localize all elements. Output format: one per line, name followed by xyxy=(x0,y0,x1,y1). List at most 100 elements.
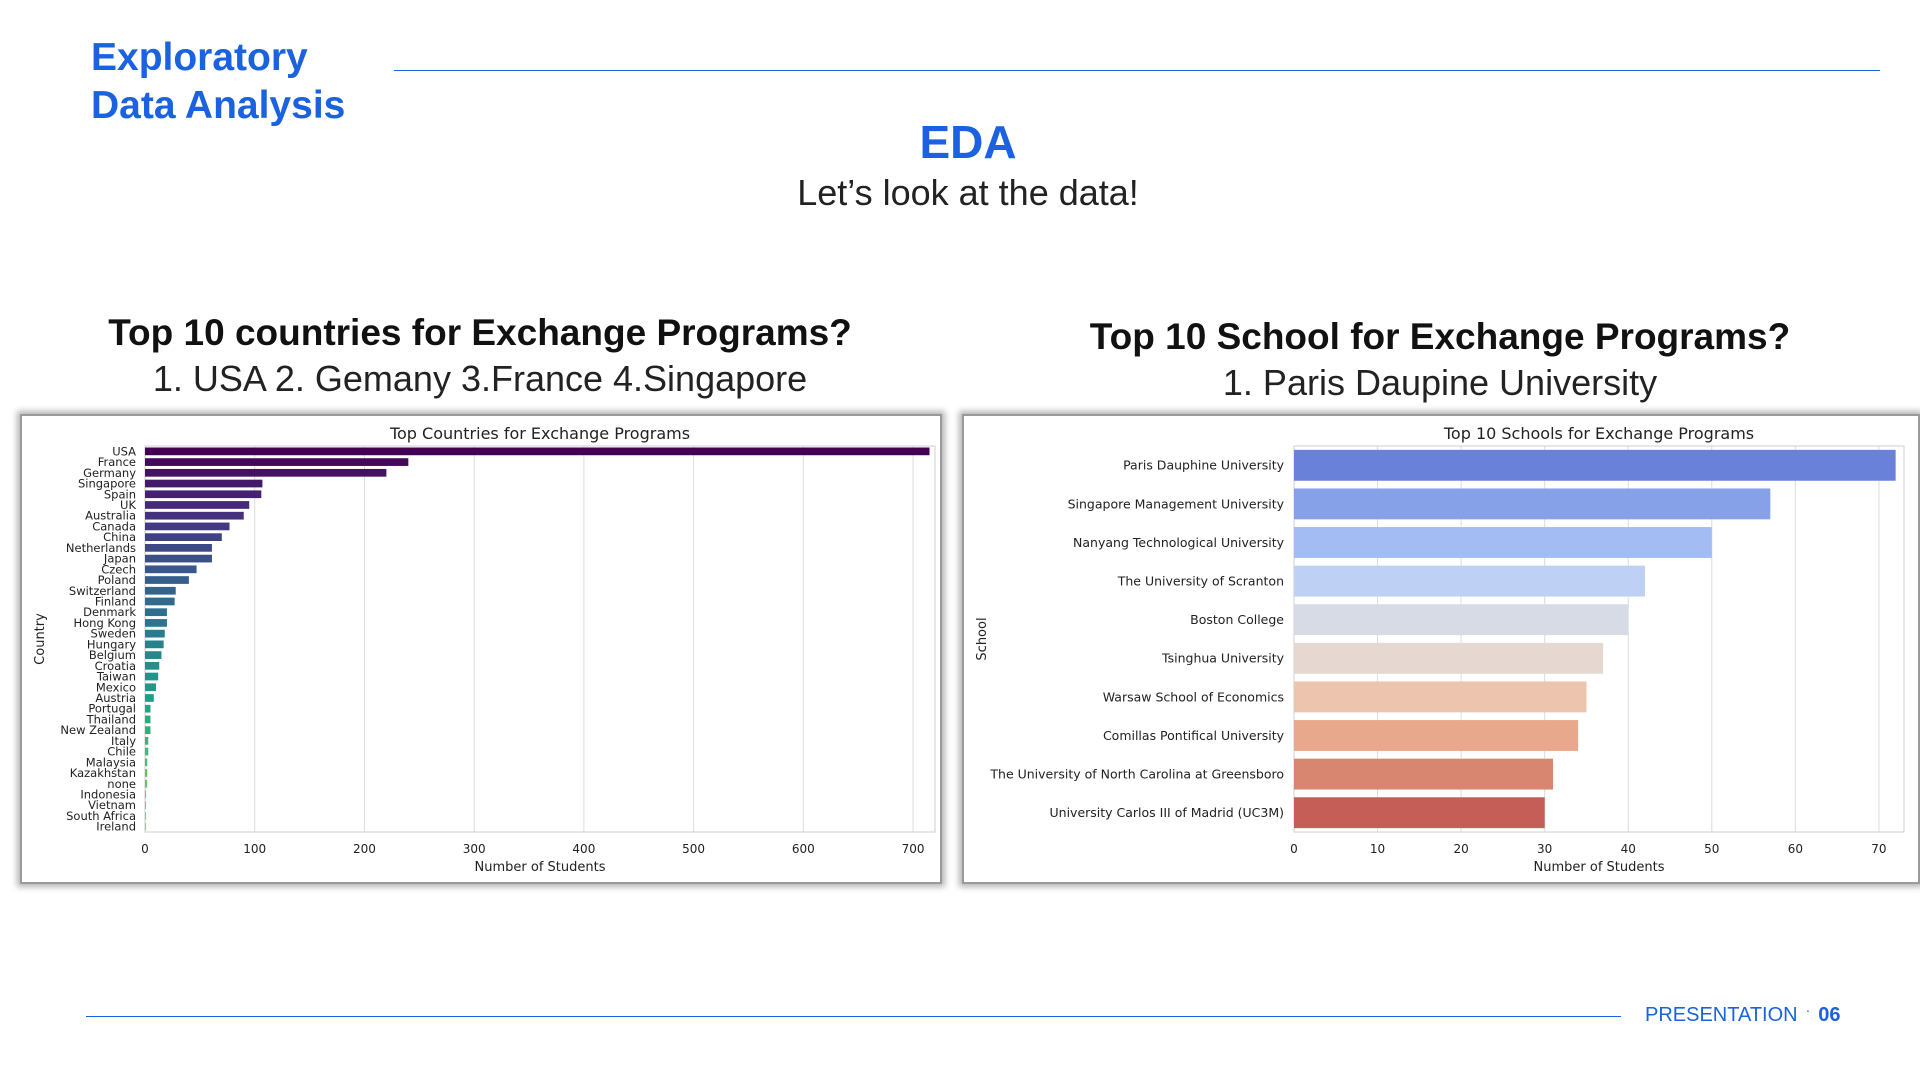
bar-australia xyxy=(145,511,244,520)
x-tick-label: 20 xyxy=(1453,842,1468,856)
section-header-line2: Data Analysis xyxy=(91,84,346,127)
category-label: Austria xyxy=(95,691,136,705)
category-label: Ireland xyxy=(96,820,136,834)
category-label: China xyxy=(103,530,136,544)
x-axis-label: Number of Students xyxy=(1534,860,1665,875)
category-label: USA xyxy=(112,444,136,458)
y-axis-label: School xyxy=(975,617,990,660)
category-label: Mexico xyxy=(96,680,136,694)
right-section-title: Top 10 School for Exchange Programs? xyxy=(1089,316,1791,357)
bar-singapore xyxy=(145,479,263,488)
bar-malaysia xyxy=(145,758,148,767)
category-label: Thailand xyxy=(86,712,136,726)
bar-thailand xyxy=(145,715,151,724)
bar-canada xyxy=(145,522,230,531)
chart-title: Top 10 Schools for Exchange Programs xyxy=(1443,424,1754,443)
schools-chart-panel: Paris Dauphine University Singapore Manag… xyxy=(962,414,1920,884)
x-tick-label: 400 xyxy=(572,842,595,856)
category-label: none xyxy=(107,777,136,791)
plot-frame xyxy=(144,445,936,833)
x-tick-label: 500 xyxy=(682,842,705,856)
bar-vietnam xyxy=(145,801,147,810)
bar-spain xyxy=(145,490,262,499)
bar-ireland xyxy=(145,822,147,831)
schools-bar-chart: Paris Dauphine University Singapore Manag… xyxy=(975,424,1905,875)
bar-netherlands xyxy=(145,544,212,552)
category-label: Japan xyxy=(103,552,136,566)
bar-mexico xyxy=(145,683,156,692)
bar-usa xyxy=(145,447,930,456)
bar-the-university-of-north-carolina-at-greensboro xyxy=(1294,758,1554,790)
bar-sweden xyxy=(145,629,165,638)
bar-tsinghua-university xyxy=(1294,642,1604,674)
bar-poland xyxy=(145,576,189,584)
left-section-answer: 1. USA 2. Gemany 3.France 4.Singapore xyxy=(152,358,808,399)
category-label: Tsinghua University xyxy=(1161,651,1285,666)
countries-chart-panel: USA France Germany Singapore Spain UK Australi… xyxy=(20,414,942,884)
category-label: Czech xyxy=(101,562,136,576)
bar-czech xyxy=(145,565,197,574)
footer: PRESENTATION · 06 xyxy=(1645,1002,1841,1029)
left-section-title: Top 10 countries for Exchange Programs? xyxy=(108,312,852,353)
bar-japan xyxy=(145,554,212,563)
category-label: Warsaw School of Economics xyxy=(1103,689,1284,704)
category-label: Switzerland xyxy=(69,584,136,598)
bar-singapore-management-university xyxy=(1294,488,1771,520)
countries-bar-chart: USAFranceGermanySingaporeSpainUKAustrali… xyxy=(33,424,936,875)
bottom-divider xyxy=(86,1016,1621,1017)
x-axis-label: Number of Students xyxy=(475,860,606,875)
category-label: Taiwan xyxy=(96,670,136,684)
category-label: Comillas Pontifical University xyxy=(1103,728,1285,743)
bar-austria xyxy=(145,694,154,702)
x-tick-label: 0 xyxy=(1290,842,1298,856)
x-tick-label: 60 xyxy=(1788,842,1803,856)
category-label: Hong Kong xyxy=(73,616,136,630)
category-label: Belgium xyxy=(89,648,136,662)
x-tick-label: 100 xyxy=(243,842,266,856)
plot-frame xyxy=(1293,445,1905,833)
x-tick-label: 600 xyxy=(792,842,815,856)
x-tick-label: 300 xyxy=(463,842,486,856)
category-label: Indonesia xyxy=(80,787,136,801)
bar-chile xyxy=(145,747,149,756)
bar-taiwan xyxy=(145,672,159,681)
bar-kazakhstan xyxy=(145,769,148,777)
category-label: Hungary xyxy=(87,637,136,651)
bar-denmark xyxy=(145,608,167,617)
page-title: EDA xyxy=(919,116,1017,168)
x-tick-label: 70 xyxy=(1871,842,1886,856)
x-tick-label: 0 xyxy=(141,842,149,856)
footer-separator: · xyxy=(1805,1002,1811,1018)
category-label: Chile xyxy=(107,745,136,759)
bar-uk xyxy=(145,501,250,509)
bar-the-university-of-scranton xyxy=(1294,565,1645,597)
bar-comillas-pontifical-university xyxy=(1294,720,1579,751)
category-label: The University of Scranton xyxy=(1117,573,1284,588)
category-label: Sweden xyxy=(91,627,136,641)
category-label: Canada xyxy=(92,519,136,533)
category-label: Australia xyxy=(85,509,136,523)
page-number: 06 xyxy=(1818,1004,1841,1026)
bar-none xyxy=(145,779,148,788)
bar-hungary xyxy=(145,640,164,649)
bar-south-africa xyxy=(145,812,147,820)
bar-university-carlos-iii-of-madrid-uc3m- xyxy=(1294,797,1545,829)
x-tick-label: 700 xyxy=(902,842,925,856)
category-label: Finland xyxy=(95,594,136,608)
bar-nanyang-technological-university xyxy=(1294,527,1712,558)
bar-belgium xyxy=(145,651,162,659)
bar-croatia xyxy=(145,661,160,670)
category-label: Singapore xyxy=(78,477,136,491)
bar-germany xyxy=(145,468,387,477)
category-label: Poland xyxy=(98,573,136,587)
y-axis-label: Country xyxy=(33,613,48,665)
right-section-answer: 1. Paris Daupine University xyxy=(1222,362,1658,403)
category-label: Vietnam xyxy=(88,798,136,812)
bar-warsaw-school-of-economics xyxy=(1294,681,1587,713)
category-label: Singapore Management University xyxy=(1068,496,1285,511)
category-label: Spain xyxy=(104,487,136,501)
bar-paris-dauphine-university xyxy=(1294,449,1896,481)
x-tick-label: 30 xyxy=(1537,842,1552,856)
category-label: France xyxy=(98,455,136,469)
bar-china xyxy=(145,533,222,541)
